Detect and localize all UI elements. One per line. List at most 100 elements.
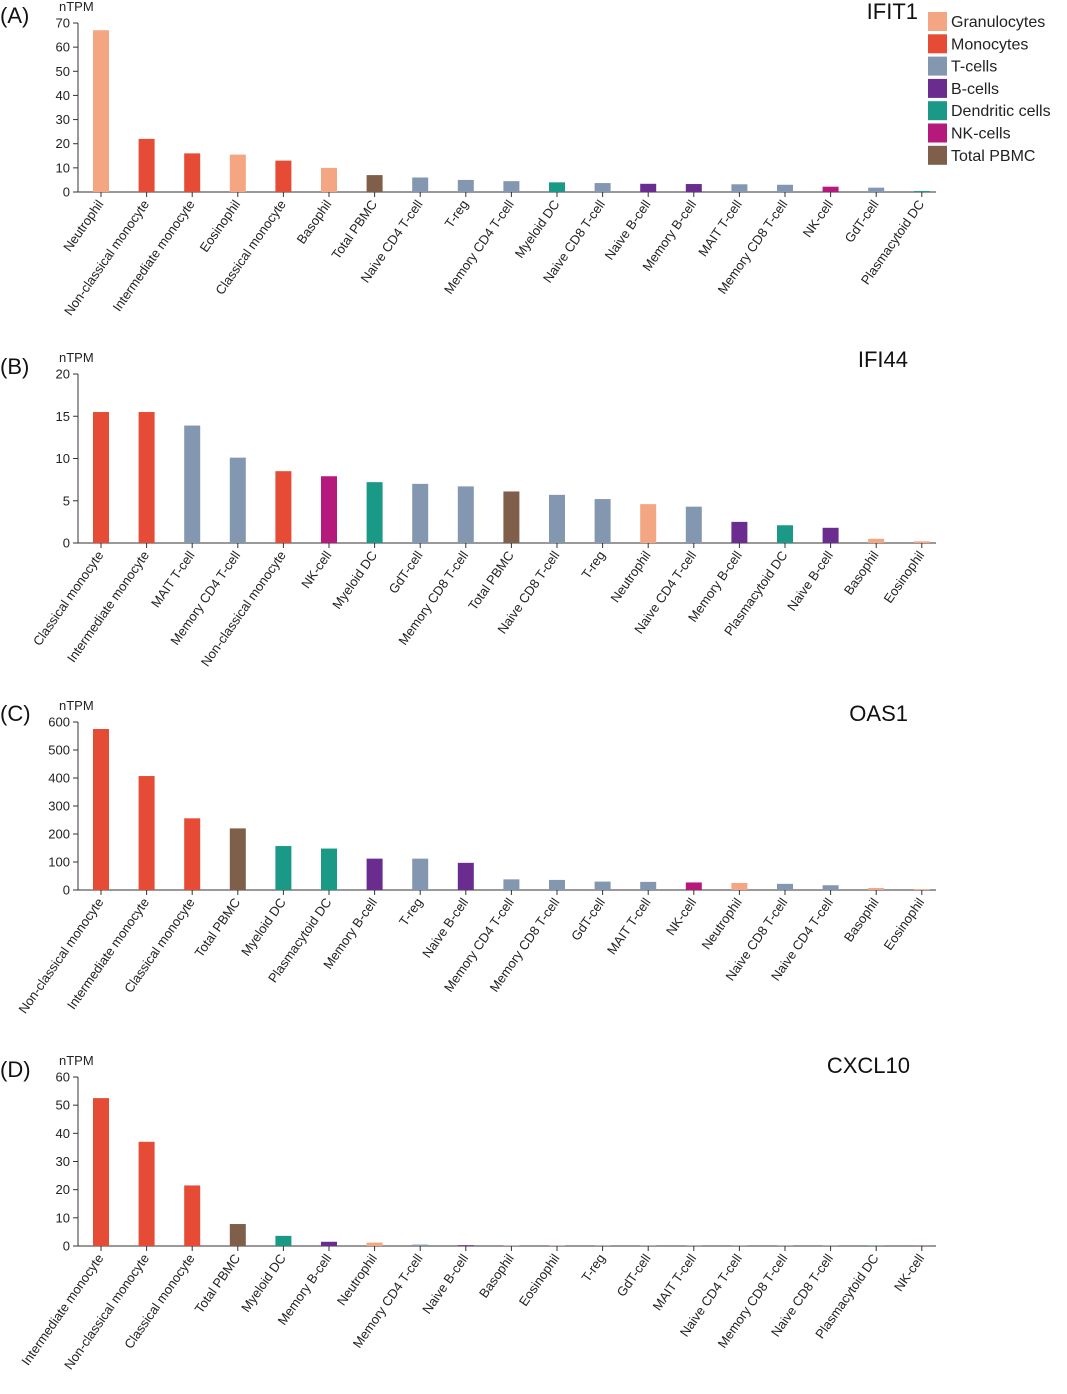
bar — [412, 483, 429, 543]
y-tick-label: 10 — [56, 451, 70, 466]
bar — [913, 889, 930, 890]
chart-panel: (A) IFIT1 nTPM 0 10 20 30 40 50 60 70 NeutrophilNon… — [0, 0, 936, 318]
bar — [868, 187, 885, 192]
x-category-label: Naive B-cell — [419, 1251, 471, 1317]
y-tick-label: 10 — [56, 160, 70, 175]
chart-title: IFIT1 — [867, 0, 918, 24]
bar — [822, 885, 839, 890]
x-category-label: MAIT T-cell — [604, 895, 654, 957]
bar — [184, 425, 201, 543]
chart-title: CXCL10 — [827, 1053, 910, 1078]
y-tick-label: 60 — [56, 1070, 70, 1085]
x-category-label: Neutrophil — [334, 1251, 380, 1308]
bar — [229, 1224, 246, 1246]
x-category-label: Neutrophil — [60, 197, 106, 254]
x-category-label: Basophil — [294, 197, 335, 247]
y-tick-label: 10 — [56, 1210, 70, 1225]
bar — [549, 494, 565, 543]
legend-swatch — [928, 78, 947, 98]
bar — [457, 1245, 474, 1246]
x-category-label: Intermediate monocyte — [18, 1251, 106, 1368]
bar — [412, 1244, 429, 1246]
bar — [640, 183, 657, 192]
bar — [321, 167, 337, 192]
bar — [321, 848, 337, 890]
legend-label: Total PBMC — [951, 148, 1035, 165]
x-category-label: Non-classical monocyte — [61, 197, 152, 318]
bar — [457, 179, 474, 192]
x-category-label: Non-classical monocyte — [198, 548, 289, 669]
legend-swatch — [928, 56, 947, 76]
panel-label: (B) — [0, 354, 29, 379]
bar — [640, 504, 657, 543]
x-category-label: Myeloid DC — [238, 895, 289, 959]
x-category-label: Myeloid DC — [238, 1251, 289, 1315]
bar — [366, 175, 383, 192]
x-category-label: Total PBMC — [192, 895, 244, 960]
bar — [275, 846, 292, 890]
x-category-label: NK-cell — [663, 895, 699, 938]
y-axis-unit-label: nTPM — [59, 698, 94, 713]
bar — [138, 1141, 155, 1246]
x-category-label: Total PBMC — [328, 197, 380, 262]
bar — [777, 883, 793, 890]
legend: Granulocytes Monocytes T-cells B-cells Dendr… — [928, 12, 1051, 165]
bar — [275, 160, 292, 192]
x-category-label: T-reg — [396, 895, 426, 928]
bar — [366, 858, 383, 890]
legend-label: NK-cells — [951, 126, 1011, 143]
bar — [93, 1098, 109, 1246]
bar — [229, 828, 246, 890]
bar — [457, 862, 474, 890]
x-category-label: Neutrophil — [607, 548, 653, 605]
x-category-label: Intermediate monocyte — [64, 548, 152, 665]
y-tick-label: 0 — [63, 1239, 70, 1254]
y-tick-label: 15 — [56, 409, 70, 424]
y-tick-label: 20 — [56, 367, 70, 382]
bar — [549, 879, 565, 890]
y-axis-unit-label: nTPM — [59, 1053, 94, 1068]
y-tick-label: 500 — [48, 743, 70, 758]
legend-swatch — [928, 101, 947, 121]
bar — [321, 1241, 337, 1246]
y-axis-unit-label: nTPM — [59, 350, 94, 365]
bar — [685, 506, 702, 543]
bar — [777, 184, 793, 192]
x-category-label: GdT-cell — [614, 1251, 654, 1299]
bar — [138, 138, 155, 192]
y-tick-label: 400 — [48, 771, 70, 786]
y-tick-label: 5 — [63, 493, 70, 508]
bar — [503, 491, 520, 543]
x-category-label: NK-cell — [298, 548, 334, 591]
x-category-label: Naive B-cell — [784, 548, 836, 614]
bar — [594, 881, 611, 890]
chart-panel: (C) OAS1 nTPM 0 100 200 300 400 500 600 Non-classi… — [0, 698, 936, 1016]
bar — [549, 182, 565, 192]
x-category-label: Naive B-cell — [602, 197, 654, 263]
bar — [366, 482, 383, 543]
x-category-label: Myeloid DC — [512, 197, 563, 261]
bar — [822, 527, 839, 543]
y-tick-label: 50 — [56, 1098, 70, 1113]
chart-panel: (D) CXCL10 nTPM 0 10 20 30 40 50 60 Intermediate m… — [0, 1053, 936, 1372]
bar — [594, 499, 611, 543]
bar — [594, 183, 611, 192]
y-tick-label: 30 — [56, 112, 70, 127]
y-tick-label: 50 — [56, 64, 70, 79]
legend-label: Granulocytes — [951, 14, 1045, 31]
x-category-label: Neutrophil — [699, 895, 745, 952]
y-tick-label: 30 — [56, 1154, 70, 1169]
x-category-label: Eosinophil — [881, 548, 928, 606]
x-category-label: GdT-cell — [568, 895, 608, 943]
bar — [229, 154, 246, 192]
x-category-label: Non-classical monocyte — [15, 895, 106, 1016]
bar — [184, 153, 201, 192]
legend-swatch — [928, 12, 947, 31]
legend-label: B-cells — [951, 81, 999, 98]
bar — [138, 412, 155, 543]
bar — [93, 30, 109, 192]
x-category-label: Basophil — [841, 895, 882, 945]
x-category-label: Myeloid DC — [329, 548, 380, 612]
legend-swatch — [928, 123, 947, 143]
